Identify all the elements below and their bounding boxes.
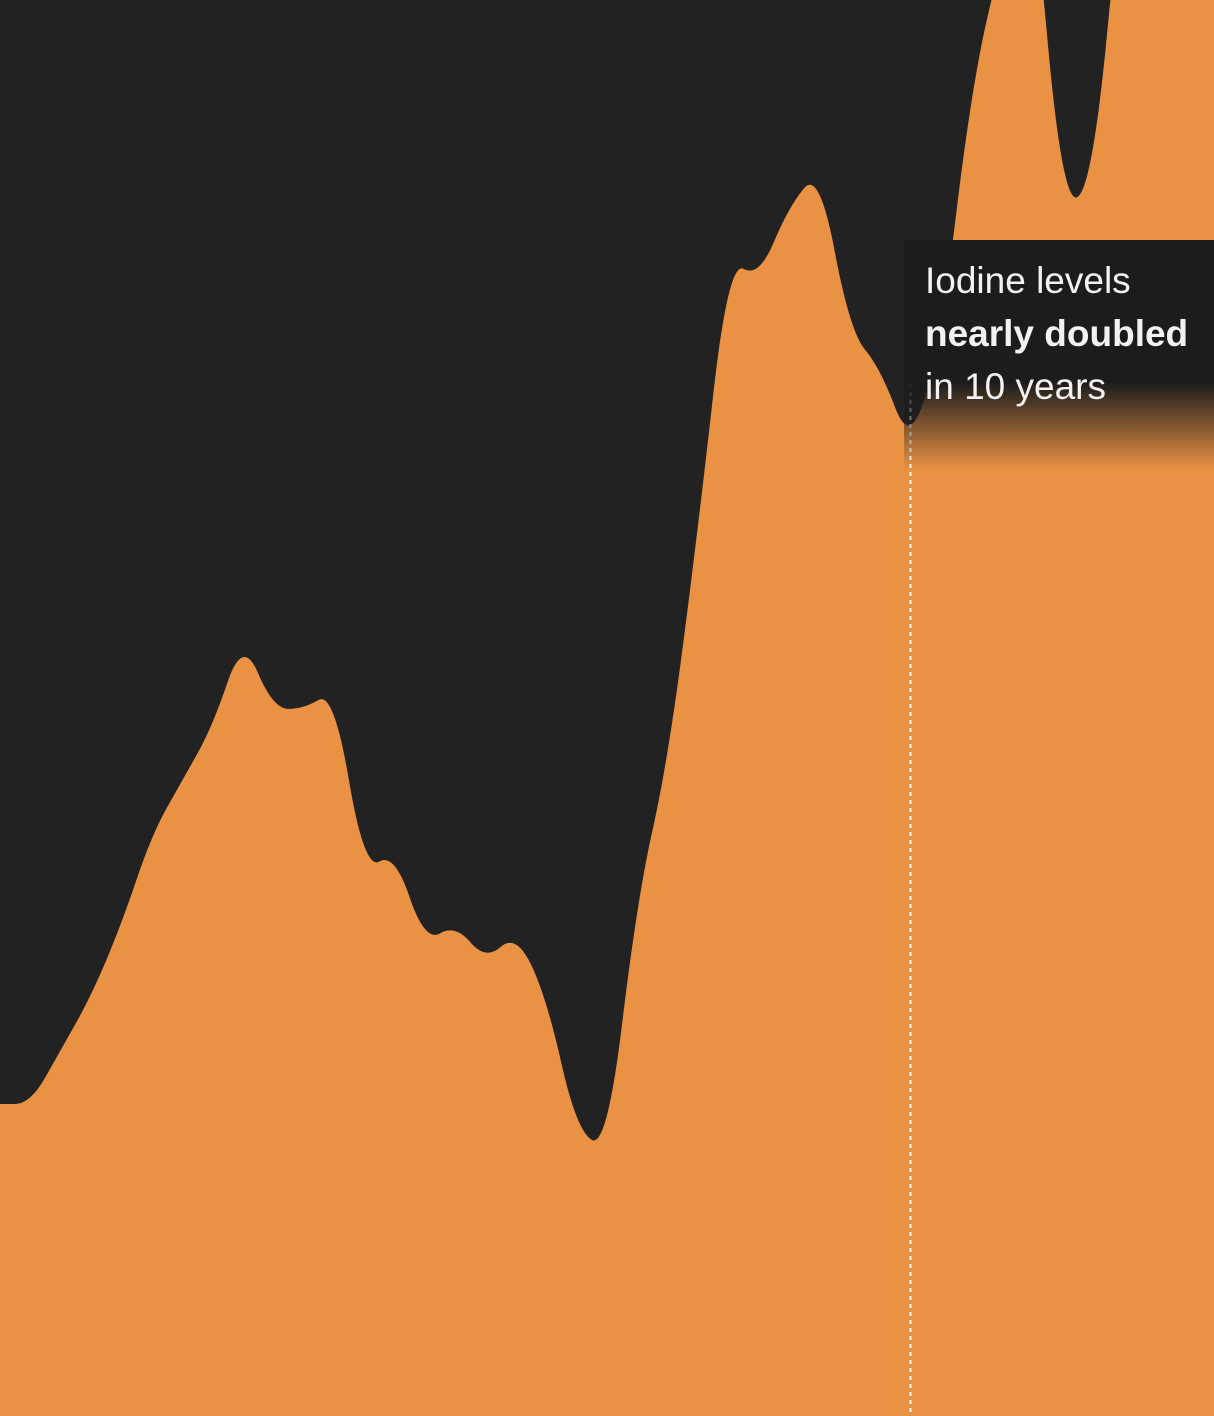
annotation-line-2: nearly doubled	[925, 313, 1189, 354]
annotation: Iodine levels nearly doubled in 10 years	[925, 254, 1214, 413]
annotation-line-3: in 10 years	[925, 366, 1106, 407]
annotation-line-1: Iodine levels	[925, 260, 1131, 301]
annotation-box	[904, 240, 1214, 470]
